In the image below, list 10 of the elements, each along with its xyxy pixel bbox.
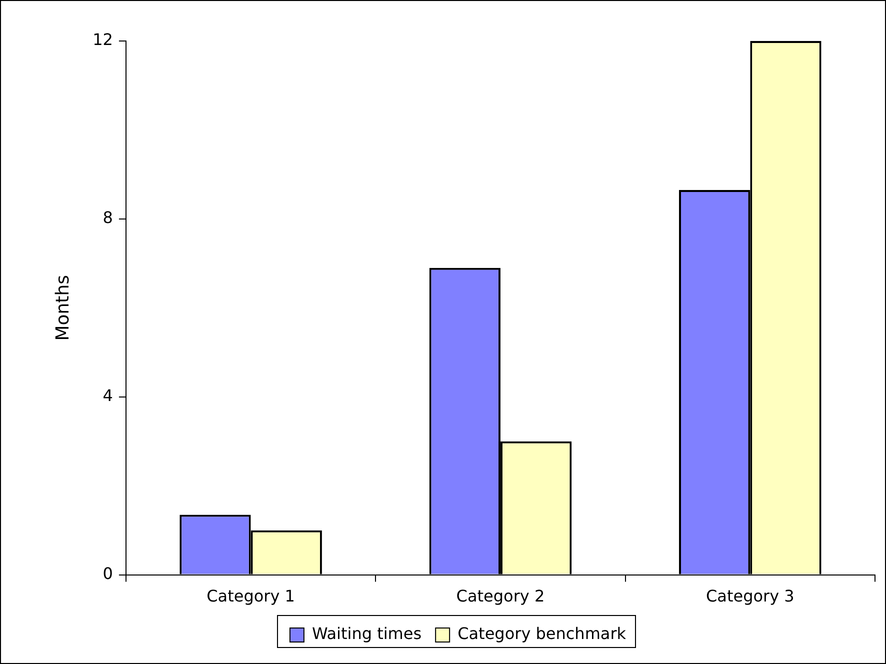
x-tick-label: Category 1 <box>206 586 295 606</box>
y-tick-label: 0 <box>102 564 113 583</box>
x-tick-label: Category 3 <box>706 586 794 606</box>
x-tick-label: Category 2 <box>456 586 545 606</box>
y-axis-title: Months <box>52 275 74 341</box>
y-tick-label: 4 <box>102 386 113 406</box>
legend-label: Waiting times <box>312 624 422 644</box>
y-tick-label: 8 <box>102 208 113 228</box>
legend-label: Category benchmark <box>458 624 627 644</box>
y-tick-label: 12 <box>92 30 113 50</box>
